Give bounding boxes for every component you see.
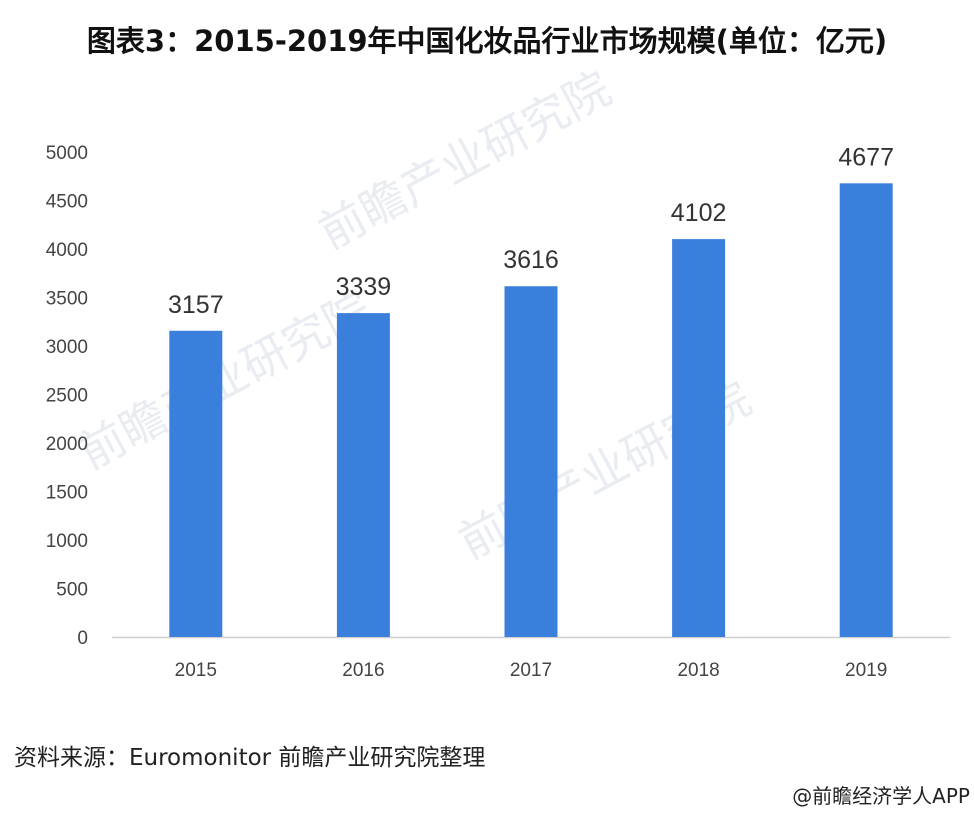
bar-2015	[169, 330, 223, 637]
data-labels: 3157 3339 3616 4102 4677	[168, 143, 894, 318]
y-axis: 0 500 1000 1500 2000 2500 3000 3500 4000 4500 5000	[46, 143, 88, 649]
x-tick-label: 2019	[845, 660, 887, 681]
y-tick-label: 5000	[46, 143, 88, 164]
x-tick-label: 2015	[175, 660, 217, 681]
data-label-2019: 4677	[838, 143, 894, 171]
y-tick-label: 3500	[46, 289, 88, 310]
bar-2019	[839, 183, 893, 637]
data-label-2015: 3157	[168, 291, 224, 319]
x-tick-label: 2018	[677, 660, 719, 681]
y-tick-label: 1000	[46, 531, 88, 552]
bar-2017	[504, 286, 558, 637]
y-tick-label: 2000	[46, 434, 88, 455]
y-tick-label: 3000	[46, 337, 88, 358]
bar-2016	[336, 313, 390, 637]
watermark-text: 前瞻产业研究院	[70, 281, 380, 480]
data-label-2017: 3616	[503, 246, 559, 274]
data-label-2016: 3339	[336, 273, 392, 301]
watermark-text: 前瞻产业研究院	[310, 61, 620, 260]
source-note: 资料来源：Euromonitor 前瞻产业研究院整理	[14, 745, 486, 771]
bar-2018	[672, 239, 726, 637]
y-tick-label: 4000	[46, 240, 88, 261]
data-label-2018: 4102	[671, 199, 727, 227]
x-tick-label: 2017	[510, 660, 552, 681]
bar-series	[169, 183, 893, 637]
y-tick-label: 2500	[46, 386, 88, 407]
y-tick-label: 0	[77, 628, 88, 649]
y-tick-label: 500	[56, 580, 88, 601]
y-tick-label: 1500	[46, 483, 88, 504]
x-tick-label: 2016	[342, 660, 384, 681]
credit-text: @前瞻经济学人APP	[792, 784, 970, 808]
y-tick-label: 4500	[46, 192, 88, 213]
x-axis: 2015 2016 2017 2018 2019	[175, 660, 888, 681]
chart-title: 图表3：2015-2019年中国化妆品行业市场规模(单位：亿元)	[86, 24, 888, 58]
